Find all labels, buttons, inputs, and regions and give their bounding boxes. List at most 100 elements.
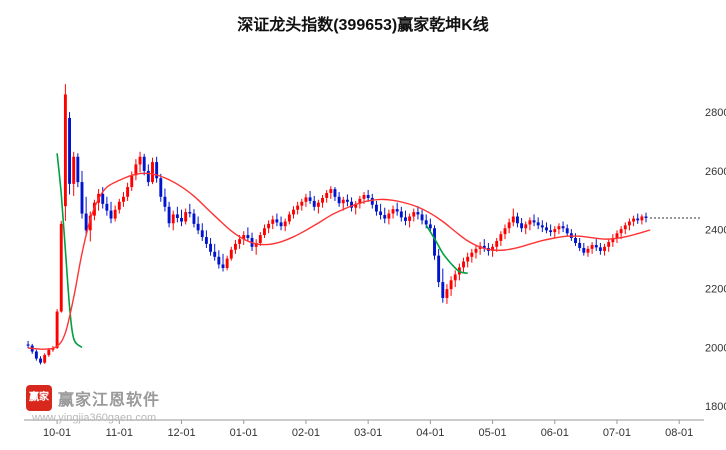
candle-body bbox=[59, 223, 63, 312]
candle-body bbox=[627, 221, 631, 226]
candle-body bbox=[263, 228, 266, 236]
candle-body bbox=[155, 162, 159, 179]
candle-body bbox=[383, 215, 387, 219]
candle-body bbox=[292, 209, 295, 215]
candle-body bbox=[188, 212, 192, 214]
candle-body bbox=[312, 200, 316, 207]
candle-body bbox=[341, 199, 345, 204]
candle-body bbox=[449, 280, 453, 290]
candle-body bbox=[412, 212, 416, 217]
candle-body bbox=[491, 246, 495, 251]
candle-body bbox=[515, 216, 519, 224]
candle-body bbox=[76, 156, 80, 183]
candle-body bbox=[632, 218, 636, 222]
candle-body bbox=[428, 224, 432, 229]
candle-body bbox=[619, 229, 623, 234]
candle-body bbox=[524, 224, 528, 229]
candle-body bbox=[316, 202, 320, 207]
x-tick-label: 11-01 bbox=[106, 427, 133, 439]
candle-body bbox=[607, 242, 611, 247]
candles-series bbox=[26, 84, 648, 365]
candle-body bbox=[424, 220, 428, 225]
candle-body bbox=[374, 204, 378, 212]
candle-body bbox=[578, 242, 582, 248]
candle-body bbox=[379, 211, 383, 216]
candle-body bbox=[586, 248, 590, 253]
candle-body bbox=[507, 222, 511, 229]
candle-body bbox=[26, 344, 30, 346]
x-axis: 10-01 11-01 12-01 01-01 02-01 03-01 04-01 05-01… bbox=[24, 419, 704, 439]
candle-body bbox=[532, 220, 536, 223]
candle-body bbox=[528, 220, 532, 225]
y-tick-label: 2200 bbox=[705, 284, 726, 296]
candle-body bbox=[229, 249, 233, 259]
x-tick-label: 02-01 bbox=[292, 427, 320, 439]
candle-body bbox=[213, 251, 217, 257]
candle-body bbox=[549, 230, 553, 233]
candle-body bbox=[495, 240, 499, 247]
candle-body bbox=[433, 228, 436, 256]
candle-body bbox=[296, 205, 300, 210]
candle-body bbox=[300, 201, 304, 206]
candle-body bbox=[466, 256, 470, 262]
candle-body bbox=[151, 162, 154, 183]
candle-body bbox=[553, 229, 557, 233]
candle-body bbox=[511, 216, 515, 223]
candle-body bbox=[246, 235, 250, 238]
candle-body bbox=[258, 235, 262, 243]
candle-body bbox=[39, 358, 42, 363]
candle-body bbox=[242, 235, 246, 240]
candle-body bbox=[545, 227, 548, 231]
candle-body bbox=[126, 187, 130, 197]
candle-body bbox=[184, 212, 188, 222]
candle-body bbox=[204, 237, 208, 244]
candle-body bbox=[225, 258, 229, 268]
candle-body bbox=[615, 233, 619, 238]
candle-body bbox=[200, 230, 204, 238]
brand-name: 赢家江恩软件 bbox=[58, 392, 161, 409]
candle-body bbox=[474, 248, 478, 253]
candle-body bbox=[217, 256, 221, 265]
candle-body bbox=[238, 239, 242, 244]
candle-body bbox=[362, 195, 366, 199]
candle-body bbox=[163, 196, 167, 207]
candle-body bbox=[520, 223, 524, 229]
candle-body bbox=[80, 182, 84, 214]
candle-body bbox=[304, 197, 308, 202]
candle-body bbox=[113, 209, 117, 219]
candle-body bbox=[561, 226, 565, 229]
y-axis: 1800 2000 2200 2400 2600 2800 bbox=[705, 107, 726, 413]
candle-body bbox=[233, 243, 237, 250]
brand-url: www.yingjia360gaen.com bbox=[32, 412, 157, 424]
candle-body bbox=[453, 274, 457, 281]
candle-body bbox=[391, 209, 395, 214]
x-tick-label: 05-01 bbox=[478, 427, 506, 439]
candle-body bbox=[221, 264, 225, 268]
candle-body bbox=[437, 255, 441, 283]
x-tick-label: 06-01 bbox=[541, 427, 569, 439]
candle-body bbox=[68, 117, 71, 184]
candle-body bbox=[399, 211, 403, 218]
candle-body bbox=[416, 212, 420, 215]
candle-body bbox=[47, 349, 51, 356]
candle-body bbox=[109, 210, 113, 219]
x-tick-label: 03-01 bbox=[354, 427, 382, 439]
candle-body bbox=[582, 247, 586, 253]
candle-body bbox=[287, 214, 291, 222]
candle-body bbox=[636, 218, 640, 221]
candle-body bbox=[72, 156, 76, 184]
brand-logo-icon: 赢家 bbox=[26, 385, 52, 411]
candle-body bbox=[175, 214, 179, 218]
candle-body bbox=[63, 94, 67, 207]
candle-body bbox=[117, 201, 121, 210]
candle-body bbox=[441, 282, 445, 298]
candle-body bbox=[387, 213, 391, 219]
candle-body bbox=[395, 209, 399, 212]
candle-body bbox=[279, 222, 283, 227]
candle-body bbox=[345, 199, 349, 202]
candle-body bbox=[370, 197, 374, 205]
candle-body bbox=[51, 347, 55, 350]
candle-body bbox=[43, 355, 47, 363]
y-tick-label: 2400 bbox=[705, 225, 726, 237]
